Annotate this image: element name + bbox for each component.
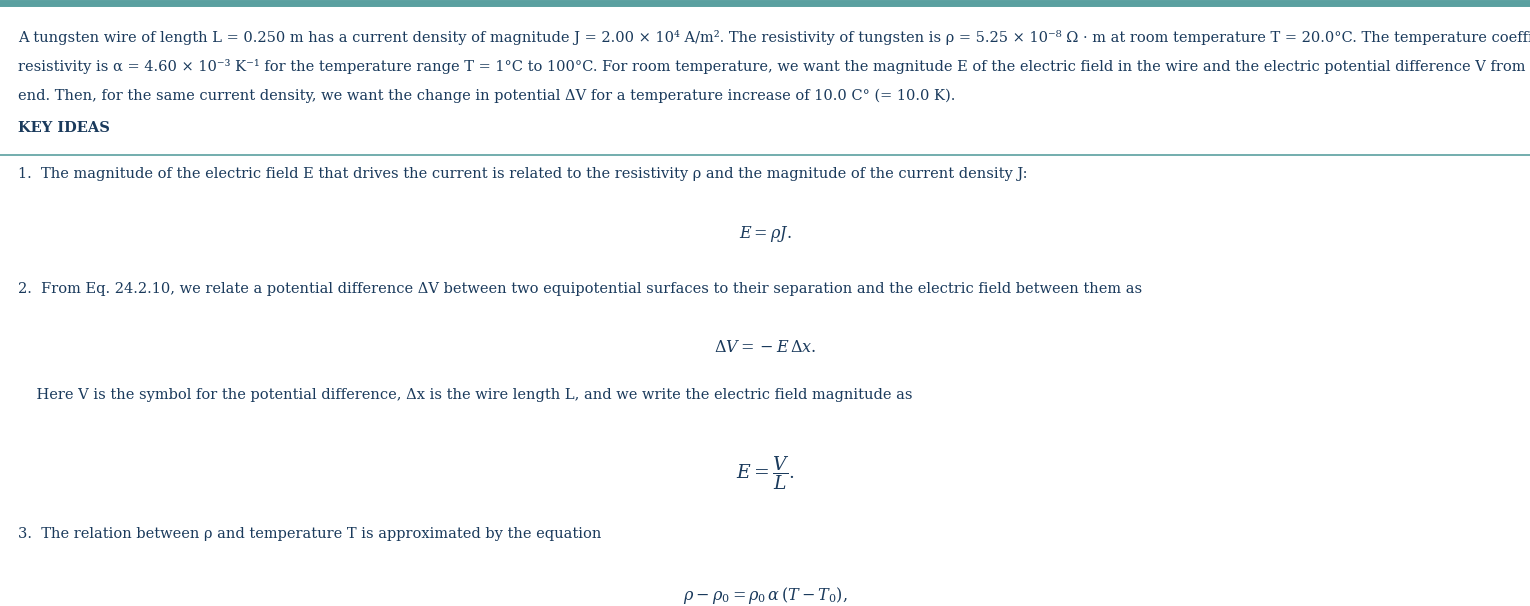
Text: $E = \dfrac{V}{L}.$: $E = \dfrac{V}{L}.$ [736,454,794,492]
Text: resistivity is α = 4.60 × 10⁻³ K⁻¹ for the temperature range T = 1°C to 100°C. F: resistivity is α = 4.60 × 10⁻³ K⁻¹ for t… [18,59,1530,75]
Text: A tungsten wire of length L = 0.250 m has a current density of magnitude J = 2.0: A tungsten wire of length L = 0.250 m ha… [18,30,1530,45]
Text: $\rho - \rho_0 = \rho_0\,\alpha\,(T - T_0),$: $\rho - \rho_0 = \rho_0\,\alpha\,(T - T_… [682,585,848,606]
Text: end. Then, for the same current density, we want the change in potential ΔV for : end. Then, for the same current density,… [18,88,956,103]
Text: 1.  The magnitude of the electric field E that drives the current is related to : 1. The magnitude of the electric field E… [18,167,1028,181]
Text: $\Delta V = -E\,\Delta x.$: $\Delta V = -E\,\Delta x.$ [715,339,815,355]
Text: KEY IDEAS: KEY IDEAS [18,121,110,135]
Text: $E = \rho J.$: $E = \rho J.$ [739,224,791,244]
Text: 3.  The relation between ρ and temperature T is approximated by the equation: 3. The relation between ρ and temperatur… [18,527,601,541]
Text: 2.  From Eq. 24.2.10, we relate a potential difference ΔV between two equipotent: 2. From Eq. 24.2.10, we relate a potenti… [18,282,1143,296]
Text: Here V is the symbol for the potential difference, Δx is the wire length L, and : Here V is the symbol for the potential d… [18,388,913,402]
